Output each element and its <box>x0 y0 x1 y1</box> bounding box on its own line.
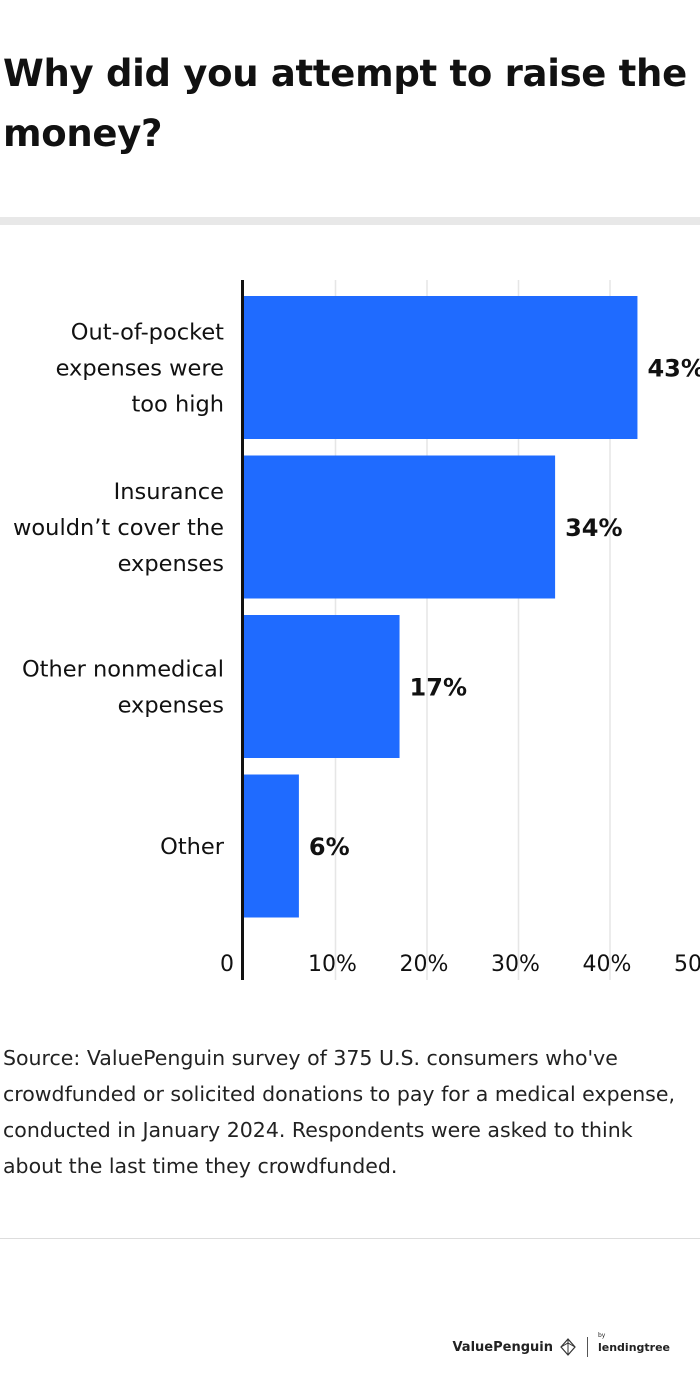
penguin-logo-icon <box>560 1338 576 1356</box>
category-label: Insurance <box>114 479 224 505</box>
x-tick-label: 50% <box>674 952 700 977</box>
x-axis-ticks: 0 10% 20% 30% 40% 50% <box>220 952 700 977</box>
data-label: 17% <box>410 674 467 702</box>
data-label: 6% <box>309 833 350 861</box>
category-label: Other nonmedical <box>22 657 224 683</box>
data-label: 43% <box>647 355 700 383</box>
category-label: wouldn’t cover the <box>13 515 224 541</box>
bar-chart: Out-of-pocket expenses were too high Insura… <box>13 280 700 980</box>
lendingtree-logo-text: by lendingtree <box>597 1332 670 1354</box>
title-divider <box>0 217 700 225</box>
x-tick-label: 20% <box>400 952 449 977</box>
category-label: Other <box>160 834 225 860</box>
bar <box>244 774 299 918</box>
bar <box>244 296 638 439</box>
value-labels: 43% 34% 17% 6% <box>309 355 700 862</box>
bars <box>244 296 638 918</box>
category-label: Out-of-pocket <box>71 320 224 346</box>
x-tick-label: 10% <box>308 952 357 977</box>
category-label: expenses were <box>56 356 224 382</box>
chart-title: Why did you attempt to raise the money? <box>3 52 687 155</box>
category-label: expenses <box>118 551 224 577</box>
category-labels: Out-of-pocket expenses were too high Insura… <box>13 320 225 861</box>
x-tick-label: 30% <box>491 952 540 977</box>
lendingtree-name: lendingtree <box>597 1340 670 1354</box>
valuepenguin-logo-text: ValuePenguin <box>452 1339 553 1355</box>
category-label: expenses <box>118 693 224 719</box>
category-label: too high <box>131 392 224 418</box>
x-tick-label: 40% <box>583 952 632 977</box>
footer-divider <box>0 1238 700 1239</box>
data-label: 34% <box>565 514 622 542</box>
bar <box>244 615 400 758</box>
brand-separator <box>586 1337 588 1357</box>
brand-footer: ValuePenguin by lendingtree <box>452 1332 670 1357</box>
brand-by-text: by <box>597 1331 606 1339</box>
source-note: Source: ValuePenguin survey of 375 U.S. … <box>3 1046 675 1178</box>
bar <box>244 455 556 599</box>
x-tick-label: 0 <box>220 952 234 977</box>
